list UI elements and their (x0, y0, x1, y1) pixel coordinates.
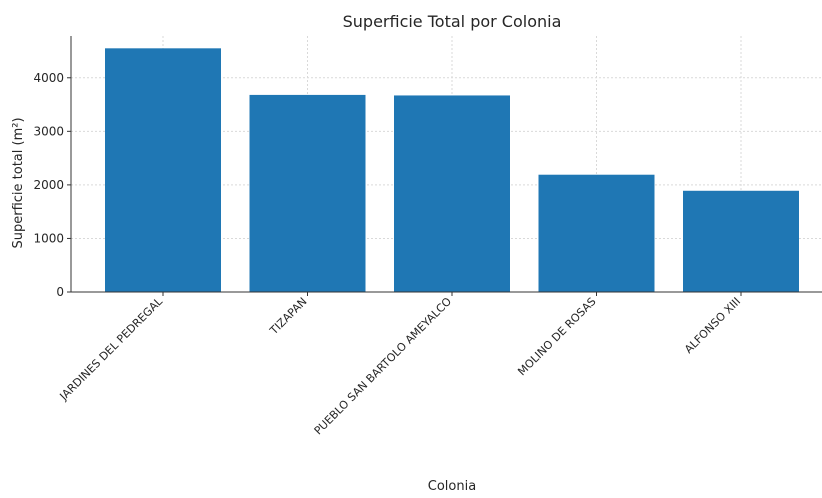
y-tick-label: 3000 (33, 124, 64, 138)
x-tick-label: TIZAPAN (267, 295, 310, 338)
y-tick-label: 2000 (33, 178, 64, 192)
x-tick-label: JARDINES DEL PEDREGAL (57, 294, 166, 403)
x-tick-label: PUEBLO SAN BARTOLO AMEYALCO (312, 295, 455, 438)
axes (67, 36, 822, 296)
bar (105, 48, 221, 292)
bar (538, 174, 655, 292)
y-tick-label: 0 (56, 285, 64, 299)
x-tick-label: ALFONSO XIII (682, 295, 743, 356)
bars (105, 48, 799, 293)
bar (249, 94, 366, 292)
y-tick-label: 4000 (33, 71, 64, 85)
y-axis-title: Superficie total (m²) (11, 117, 26, 248)
x-axis-title: Colonia (428, 479, 476, 493)
bar (683, 190, 799, 292)
chart-title: Superficie Total por Colonia (343, 12, 562, 31)
y-tick-label: 1000 (33, 231, 64, 245)
x-tick-label: MOLINO DE ROSAS (515, 295, 598, 378)
bar (394, 95, 510, 293)
